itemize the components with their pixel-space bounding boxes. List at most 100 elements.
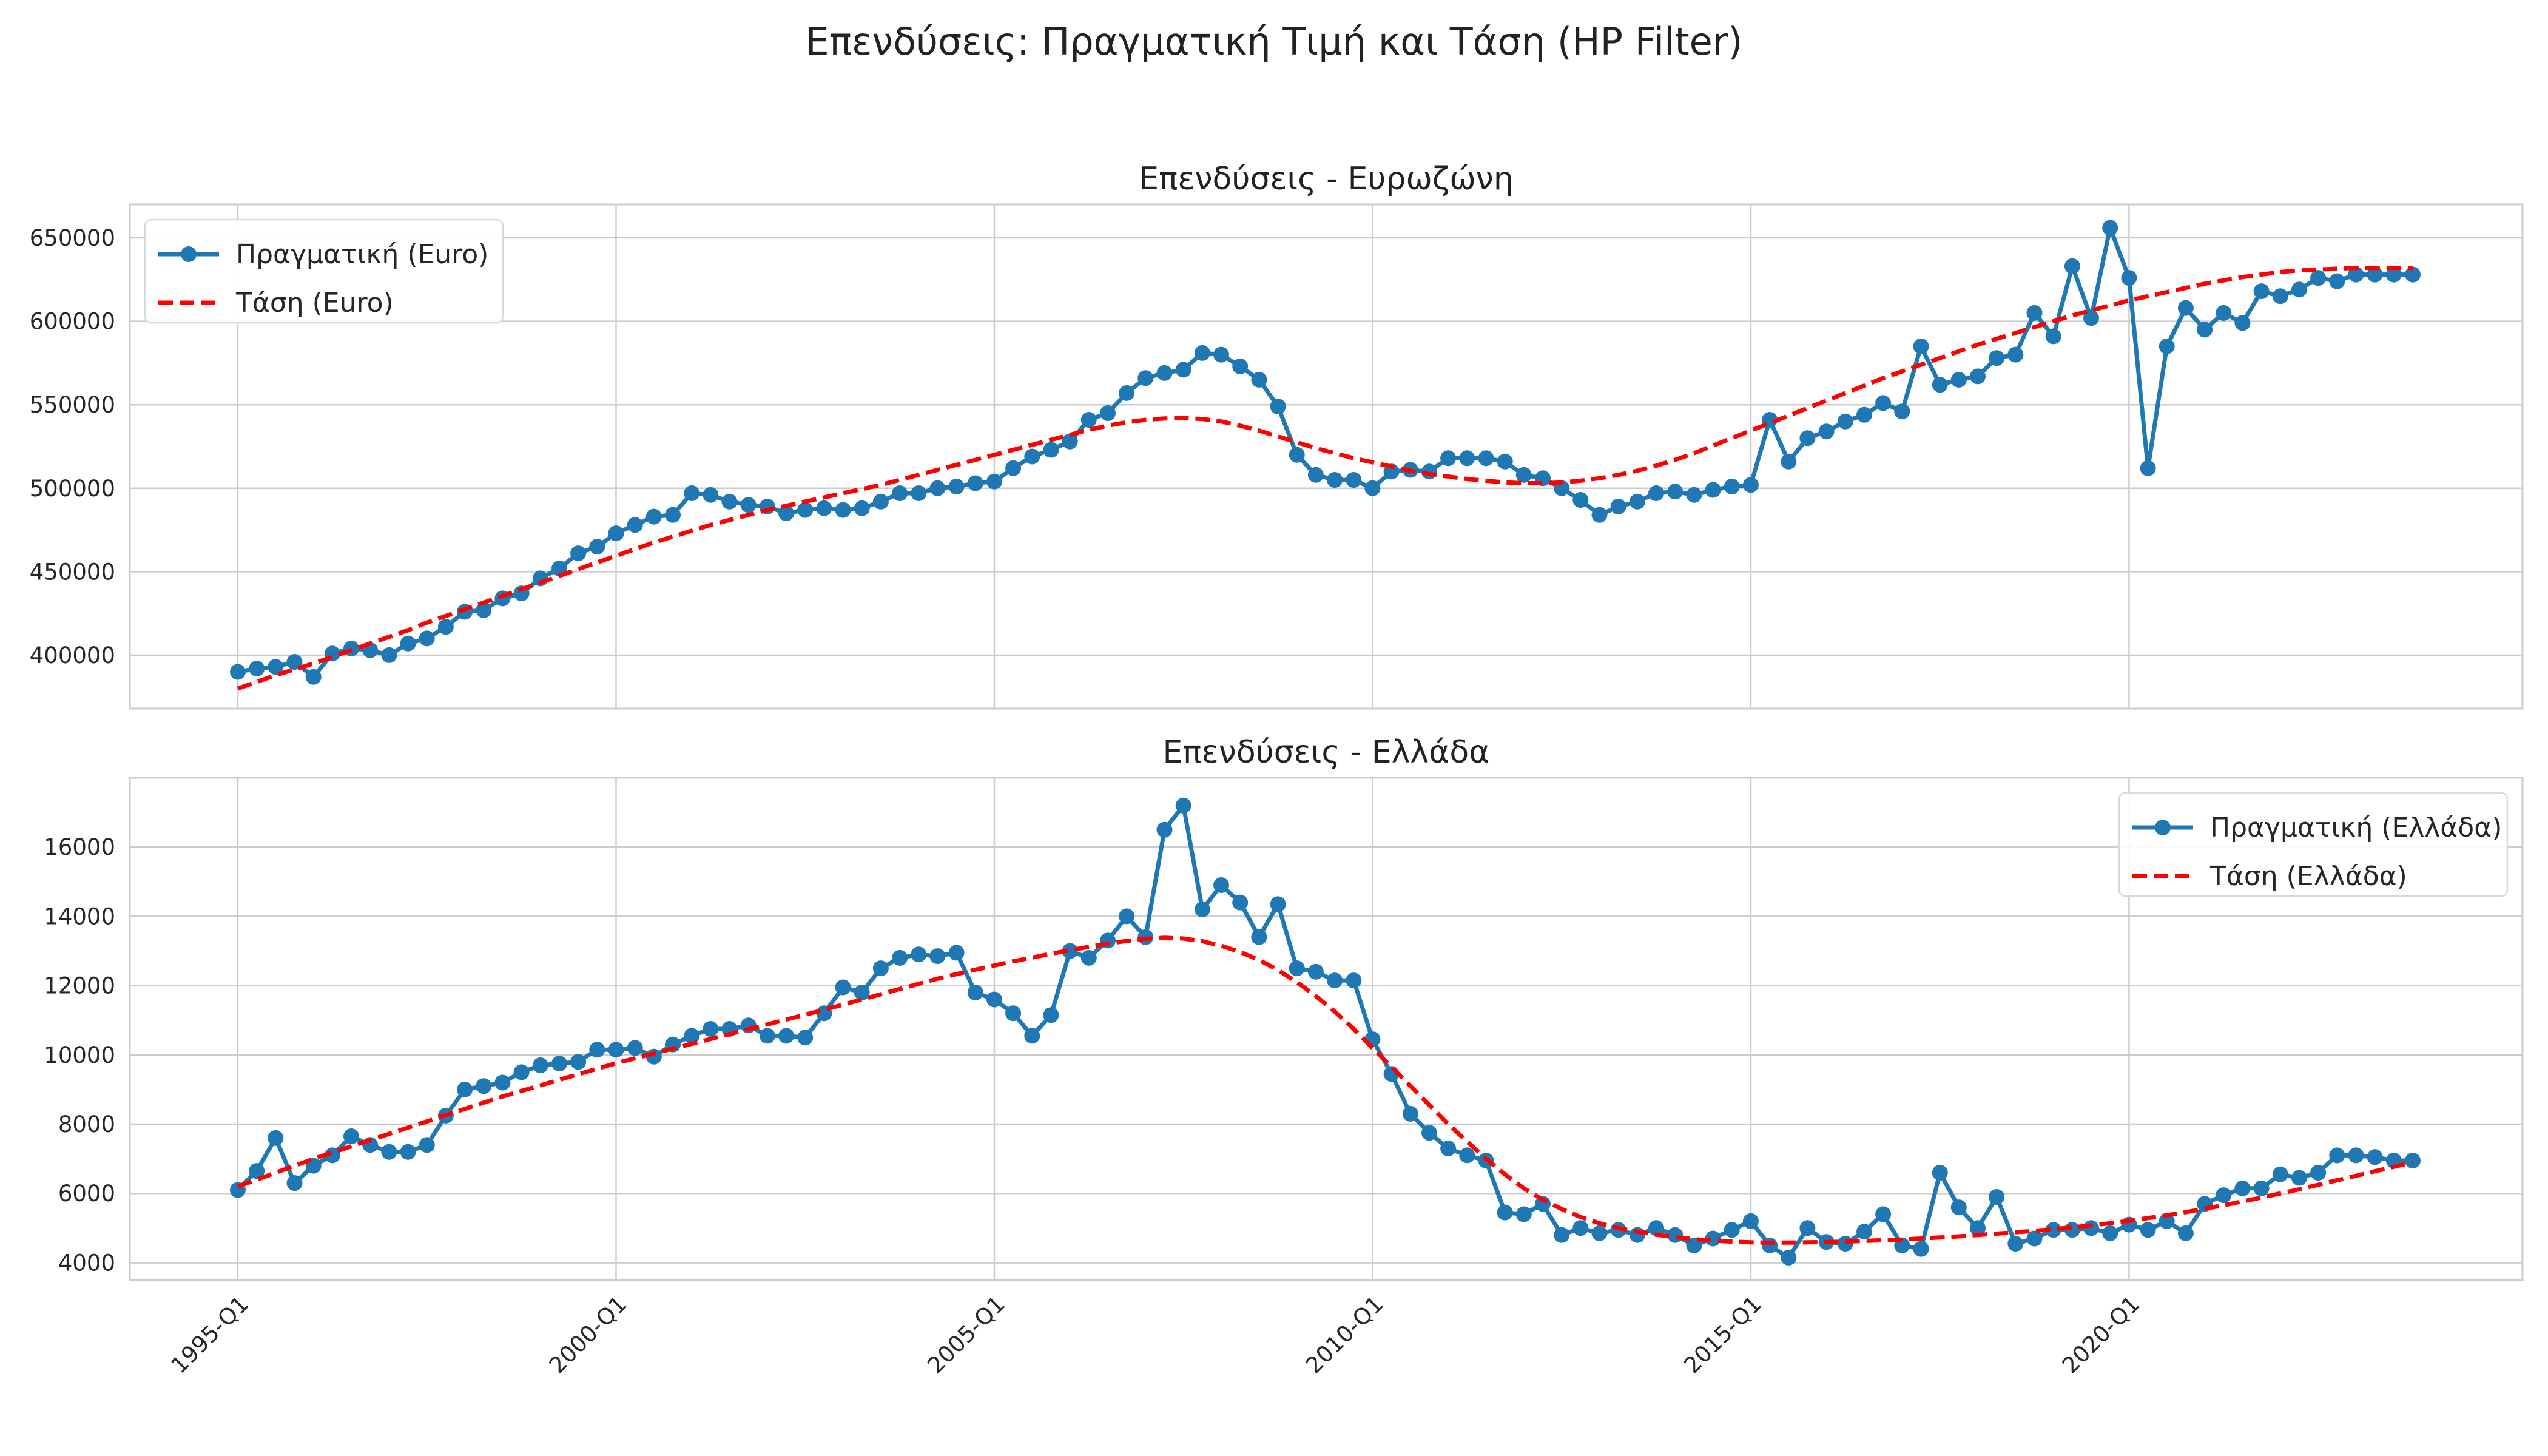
y-tick-label: 8000 [58,1111,115,1138]
y-tick-label: 12000 [44,973,115,999]
data-point [1440,1141,1457,1156]
y-tick-label: 6000 [58,1181,115,1207]
y-tick-label: 650000 [30,225,115,251]
data-point [1572,492,1589,508]
data-point [324,1147,340,1164]
data-point [627,1040,643,1056]
x-tick-label: 1995-Q1 [166,1291,254,1379]
data-point [1156,365,1173,381]
data-point [1080,949,1097,966]
data-point [1837,413,1853,430]
legend-label: Τάση (Ελλάδα) [2209,861,2407,892]
legend-box [144,218,504,324]
data-point [494,1074,511,1091]
data-point [1875,395,1892,411]
data-point [1251,371,1267,388]
data-point [929,948,946,965]
data-point [1875,1206,1892,1222]
x-tick-label: 2020-Q1 [2057,1291,2145,1379]
data-point [2253,283,2270,300]
data-point [2045,328,2061,345]
y-tick-label: 16000 [44,834,115,860]
data-point [2367,266,2383,283]
data-point [986,473,1002,490]
data-point [2159,338,2175,354]
y-tick-label: 4000 [58,1250,115,1276]
data-point [1307,963,1324,980]
data-point [570,1054,587,1070]
data-point [476,1078,492,1094]
data-point [759,1028,775,1044]
data-point [1515,1206,1532,1222]
y-tick-label: 14000 [44,903,115,929]
data-point [1989,350,2005,366]
data-point [1950,371,1967,388]
data-point [2140,460,2156,476]
trend-line [237,935,2413,1245]
data-point [1705,1230,1721,1247]
data-point [703,1021,719,1037]
data-point [1989,1189,2005,1205]
data-point [608,525,624,542]
data-point [872,960,889,977]
data-point [1232,358,1249,374]
data-point [1289,960,1305,977]
chart-panel-greece: Επενδύσεις - Ελλάδα 4000 6000 8000 10000 1200… [44,734,2524,1379]
panel-title: Επενδύσεις - Ευρωζώνη [1139,161,1514,197]
legend-marker [2155,820,2171,835]
data-point [627,517,643,533]
data-point [1799,430,1816,447]
data-point [1781,453,1797,470]
data-point [1742,477,1759,493]
data-point [589,1042,605,1058]
data-point [911,946,927,963]
data-point [589,539,605,555]
data-point [2102,220,2118,236]
data-point [1724,479,1740,494]
data-point [1119,385,1135,401]
data-point [2234,315,2251,331]
data-point [2348,266,2364,283]
data-point [1970,368,1986,385]
data-point [2026,305,2043,321]
data-point [2007,1236,2024,1252]
x-tick-label: 2005-Q1 [922,1291,1010,1379]
data-point [645,508,662,525]
chart-panel-eurozone: Επενδύσεις - Ευρωζώνη 400000 450000 500000 5… [30,161,2524,710]
y-tick-label: 500000 [30,476,115,502]
data-point [2102,1225,2118,1241]
data-point [1497,1204,1513,1221]
data-point [872,493,889,510]
data-point [1194,345,1210,361]
y-tick-label: 600000 [30,309,115,335]
data-point [1421,1125,1437,1141]
data-point [2177,1225,2194,1241]
legend-label: Πραγματική (Euro) [236,239,488,270]
data-point [967,985,983,1000]
data-point [929,480,946,496]
data-point [1913,1241,1929,1257]
data-point [1100,405,1116,421]
data-point [1024,1028,1040,1044]
data-point [854,500,870,516]
data-point [532,1057,548,1073]
data-point [1648,485,1664,501]
data-point [419,1137,435,1153]
data-point [1005,460,1022,476]
data-point [1572,1220,1589,1236]
data-point [2216,305,2232,321]
data-point [684,1028,700,1044]
data-point [286,654,303,670]
data-point [2291,281,2307,298]
legend: Πραγματική (Ελλάδα) Τάση (Ελλάδα) [2118,792,2509,897]
data-point [551,1056,567,1072]
data-point [1591,507,1608,523]
x-tick-label: 2010-Q1 [1301,1291,1389,1379]
data-point [1648,1220,1664,1236]
data-point [1440,450,1457,467]
data-point [1156,821,1173,838]
data-point [1497,453,1513,470]
data-point [835,502,851,518]
data-point [230,664,246,680]
data-point [1932,1165,1948,1181]
